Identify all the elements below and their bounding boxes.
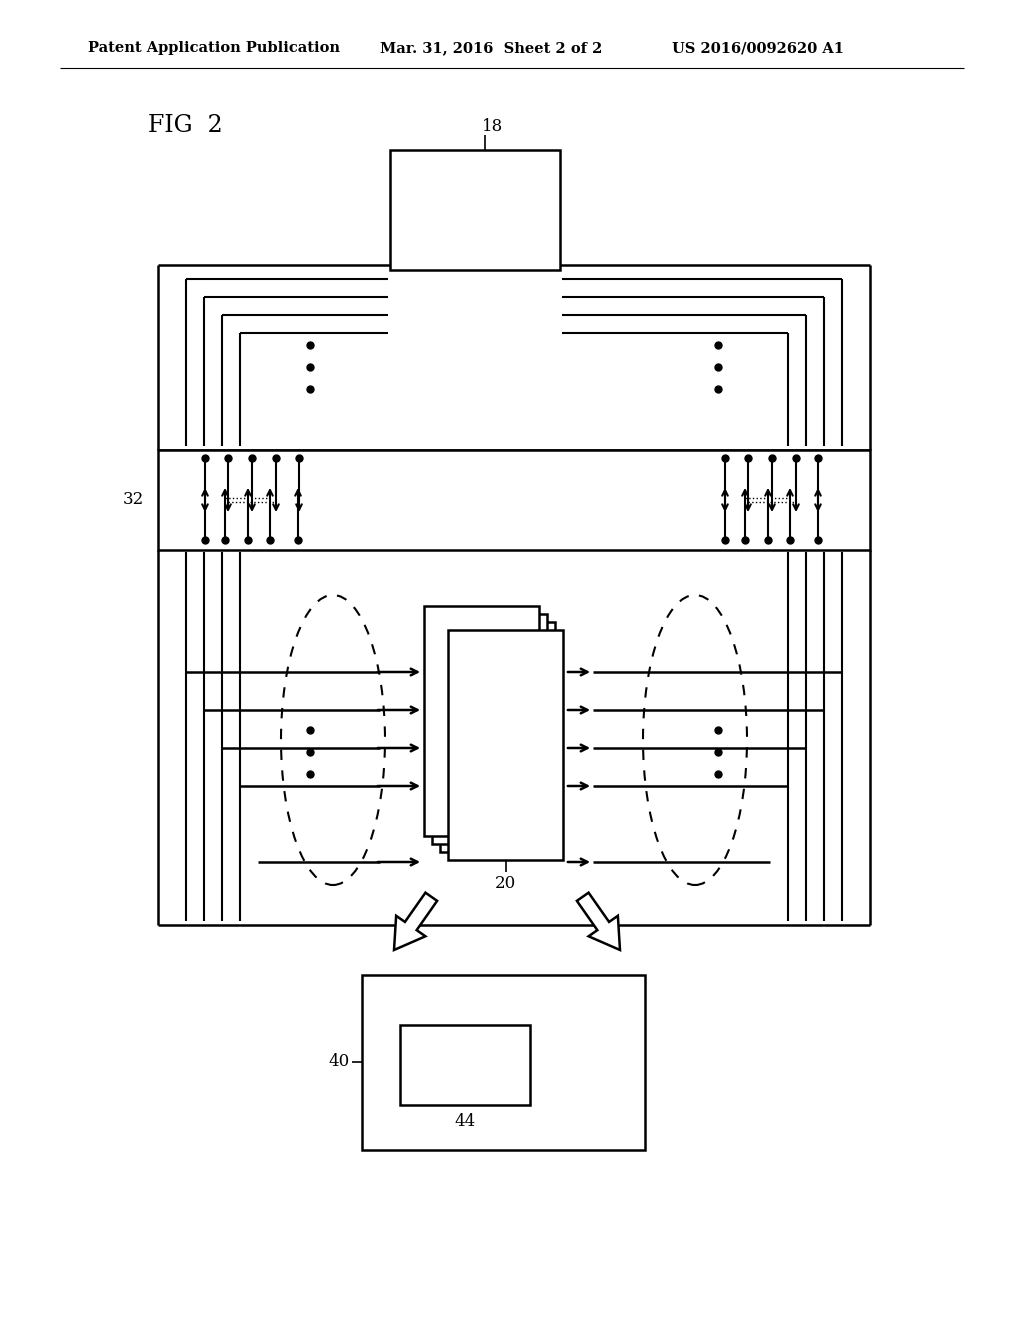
Polygon shape [577, 892, 620, 950]
Bar [424, 606, 539, 836]
Text: 44: 44 [455, 1113, 475, 1130]
Bar [390, 150, 560, 271]
Bar [400, 1026, 530, 1105]
Text: US 2016/0092620 A1: US 2016/0092620 A1 [672, 41, 844, 55]
Text: 40: 40 [329, 1053, 350, 1071]
Text: Mar. 31, 2016  Sheet 2 of 2: Mar. 31, 2016 Sheet 2 of 2 [380, 41, 602, 55]
Bar [432, 614, 547, 843]
Polygon shape [394, 892, 437, 950]
Text: 18: 18 [482, 117, 504, 135]
Text: Patent Application Publication: Patent Application Publication [88, 41, 340, 55]
Text: 32: 32 [123, 491, 144, 508]
Bar [440, 622, 555, 851]
Text: 20: 20 [495, 875, 516, 892]
Text: FIG  2: FIG 2 [148, 114, 223, 136]
Bar [449, 630, 563, 861]
Bar [362, 975, 645, 1150]
Bar [158, 450, 870, 550]
